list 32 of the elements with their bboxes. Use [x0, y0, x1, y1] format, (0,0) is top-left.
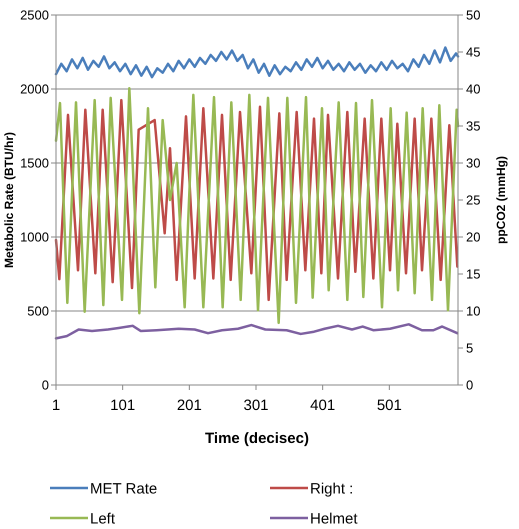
y2-tick-label: 0	[466, 378, 474, 393]
y-tick-label: 500	[27, 304, 49, 319]
x-tick-label: 301	[243, 397, 269, 414]
y2-tick-label: 30	[466, 156, 480, 171]
y2-tick-label: 50	[466, 8, 480, 23]
legend-label: Left	[90, 510, 116, 528]
y-tick-label: 2500	[20, 8, 49, 23]
y-tick-label: 1500	[20, 156, 49, 171]
y-axis-title: Metabolic Rate (BTU/hr)	[2, 132, 16, 268]
y2-tick-label: 25	[466, 192, 480, 208]
x-tick-label: 501	[376, 397, 402, 414]
line-series	[54, 323, 459, 340]
y-tick-label: 1000	[20, 230, 49, 245]
line-series	[54, 46, 460, 78]
y2-tick-label: 10	[466, 304, 480, 319]
y2-tick-label: 20	[466, 230, 480, 245]
y2-tick-label: 5	[466, 340, 474, 356]
x-tick-label: 401	[310, 397, 336, 414]
y-tick-label: 0	[42, 378, 49, 393]
y2-axis-title: ppCO2 (mmHg)	[494, 156, 508, 244]
y2-tick-label: 15	[466, 266, 480, 282]
legend-label: Right :	[310, 480, 354, 498]
y2-tick-label: 45	[466, 44, 480, 60]
y2-tick-label: 40	[466, 82, 480, 97]
legend-label: Helmet	[310, 510, 358, 528]
legend-label: MET Rate	[90, 480, 158, 498]
y2-tick-label: 35	[466, 118, 480, 134]
x-axis-title: Time (decisec)	[205, 430, 309, 447]
x-tick-label: 201	[176, 397, 202, 414]
x-tick-label: 101	[110, 397, 136, 414]
x-tick-label: 1	[52, 397, 60, 414]
y-tick-label: 2000	[20, 82, 49, 97]
